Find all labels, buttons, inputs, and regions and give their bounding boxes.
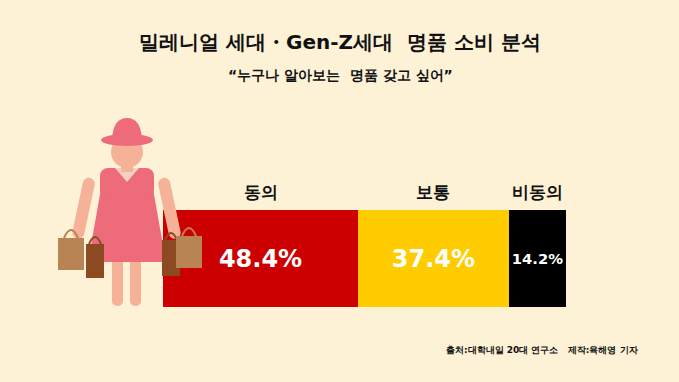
svg-text:동의: 동의 [244, 182, 278, 202]
svg-text:밀레니얼 세대・Gen-Z세대 명품 소비 분석: 밀레니얼 세대・Gen-Z세대 명품 소비 분석 [139, 30, 541, 54]
svg-text:“누구나 알아보는 명품 갖고 싶어”: “누구나 알아보는 명품 갖고 싶어” [228, 67, 453, 83]
svg-text:37.4%: 37.4% [392, 245, 475, 273]
svg-text:출처:대학내일 20대 연구소 제작:육해영 기자: 출처:대학내일 20대 연구소 제작:육해영 기자 [446, 345, 638, 355]
svg-text:14.2%: 14.2% [512, 250, 563, 267]
svg-text:보통: 보통 [416, 182, 450, 202]
svg-text:비동의: 비동의 [512, 182, 563, 202]
svg-text:48.4%: 48.4% [219, 245, 302, 273]
